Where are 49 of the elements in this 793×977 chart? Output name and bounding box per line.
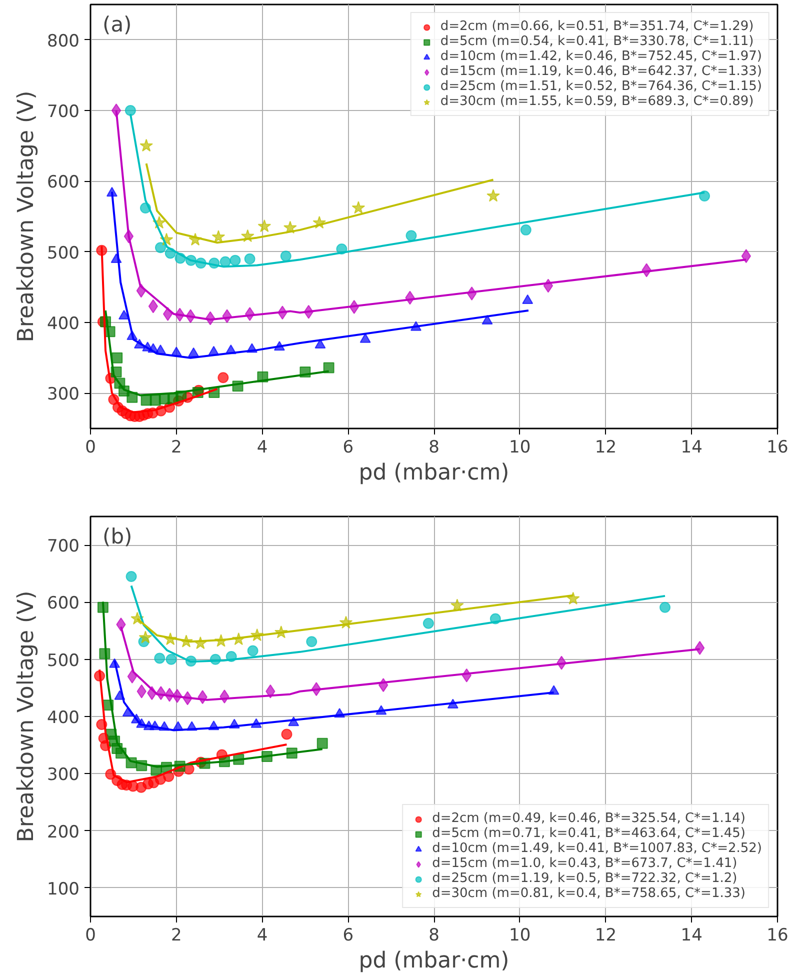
x-tick-label: 14 bbox=[680, 438, 702, 458]
x-tick-label: 0 bbox=[85, 438, 96, 458]
y-tick-label: 700 bbox=[47, 102, 80, 122]
x-tick-label: 2 bbox=[170, 438, 182, 458]
y-tick-label: 300 bbox=[47, 384, 80, 405]
y-tick-label: 800 bbox=[47, 31, 80, 52]
x-tick-label: 16 bbox=[766, 438, 788, 458]
x-tick-label: 12 bbox=[594, 926, 617, 946]
legend-label: d=10cm (m=1.42, k=0.46, B*=752.45, C*=1.97) bbox=[440, 49, 762, 64]
y-tick-label: 400 bbox=[47, 708, 80, 728]
legend-label: d=2cm (m=0.66, k=0.51, B*=351.74, C*=1.29) bbox=[440, 19, 754, 34]
annotation: (a) bbox=[102, 12, 132, 36]
y-tick-label: 500 bbox=[47, 650, 80, 671]
legend-label: d=15cm (m=1.0, k=0.43, B*=673.7, C*=1.41) bbox=[432, 856, 738, 871]
x-tick-label: 16 bbox=[766, 926, 788, 946]
legend-label: d=30cm (m=0.81, k=0.4, B*=758.65, C*=1.33) bbox=[432, 886, 746, 901]
legend-label: d=25cm (m=1.19, k=0.5, B*=722.32, C*=1.2) bbox=[432, 871, 738, 886]
y-tick-label: 500 bbox=[47, 243, 80, 264]
x-tick-label: 8 bbox=[428, 926, 440, 946]
x-axis-title: pd (mbar·cm) bbox=[358, 460, 510, 486]
x-tick-label: 4 bbox=[256, 438, 268, 458]
x-tick-label: 8 bbox=[428, 438, 440, 458]
legend-label: d=5cm (m=0.71, k=0.41, B*=463.64, C*=1.45) bbox=[432, 826, 746, 841]
x-tick-label: 2 bbox=[170, 926, 182, 946]
x-tick-label: 6 bbox=[342, 926, 354, 946]
y-tick-label: 100 bbox=[47, 879, 80, 900]
y-axis-title: Breakdown Voltage (V) bbox=[14, 590, 40, 842]
y-tick-label: 700 bbox=[47, 536, 80, 557]
x-tick-label: 4 bbox=[256, 926, 268, 946]
legend-label: d=5cm (m=0.54, k=0.41, B*=330.78, C*=1.11) bbox=[440, 34, 754, 49]
legend-label: d=15cm (m=1.19, k=0.46, B*=642.37, C*=1.33) bbox=[440, 64, 762, 79]
y-tick-label: 300 bbox=[47, 765, 80, 786]
legend-label: d=10cm (m=1.49, k=0.41, B*=1007.83, C*=2.52) bbox=[432, 841, 762, 856]
y-axis-title: Breakdown Voltage (V) bbox=[14, 90, 40, 342]
x-tick-label: 10 bbox=[509, 438, 531, 458]
x-tick-label: 14 bbox=[680, 926, 702, 946]
annotation: (b) bbox=[102, 524, 132, 548]
x-tick-label: 12 bbox=[594, 438, 617, 458]
y-tick-label: 600 bbox=[47, 594, 80, 614]
x-axis-title: pd (mbar·cm) bbox=[358, 948, 510, 974]
legend-label: d=30cm (m=1.55, k=0.59, B*=689.3, C*=0.89) bbox=[440, 94, 754, 109]
legend-label: d=25cm (m=1.51, k=0.52, B*=764.36, C*=1.15) bbox=[440, 79, 762, 94]
y-tick-label: 400 bbox=[47, 314, 80, 334]
y-tick-label: 200 bbox=[47, 822, 80, 842]
y-tick-label: 600 bbox=[47, 172, 80, 193]
x-tick-label: 0 bbox=[85, 926, 96, 946]
x-tick-label: 10 bbox=[509, 926, 531, 946]
x-tick-label: 6 bbox=[342, 438, 354, 458]
legend-label: d=2cm (m=0.49, k=0.46, B*=325.54, C*=1.14) bbox=[432, 811, 746, 826]
